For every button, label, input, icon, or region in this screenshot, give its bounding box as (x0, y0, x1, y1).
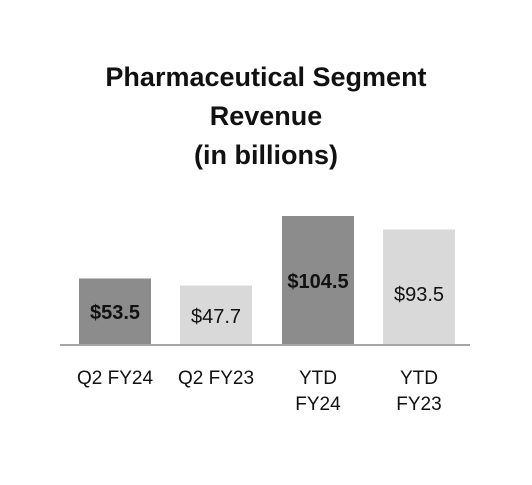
bars (79, 216, 455, 344)
x-tick-label: Q2 FY24 (77, 368, 153, 389)
x-tick-label: FY24 (295, 394, 341, 415)
chart-title-line: Revenue (210, 101, 323, 131)
chart-title: Pharmaceutical Segment Revenue (in billion… (105, 62, 426, 170)
x-tick-label: FY23 (396, 394, 441, 415)
bar-q2-fy24 (79, 278, 151, 344)
x-tick-labels: Q2 FY24 Q2 FY23 YTD FY24 YTD FY23 (77, 368, 442, 415)
data-labels: $53.5 $47.7 $104.5 $93.5 (90, 271, 444, 328)
bar-ytd-fy24 (282, 216, 354, 344)
x-tick-label: Q2 FY23 (178, 368, 254, 389)
data-label: $104.5 (287, 271, 348, 293)
x-tick-label: YTD (400, 368, 438, 389)
data-label: $47.7 (191, 306, 241, 328)
data-label: $53.5 (90, 302, 140, 324)
x-tick-label: YTD (299, 368, 337, 389)
chart-title-line: (in billions) (194, 140, 338, 170)
bar-q2-fy23 (180, 285, 252, 344)
chart-title-line: Pharmaceutical Segment (105, 62, 426, 92)
data-label: $93.5 (394, 284, 444, 306)
bar-ytd-fy23 (383, 229, 455, 344)
